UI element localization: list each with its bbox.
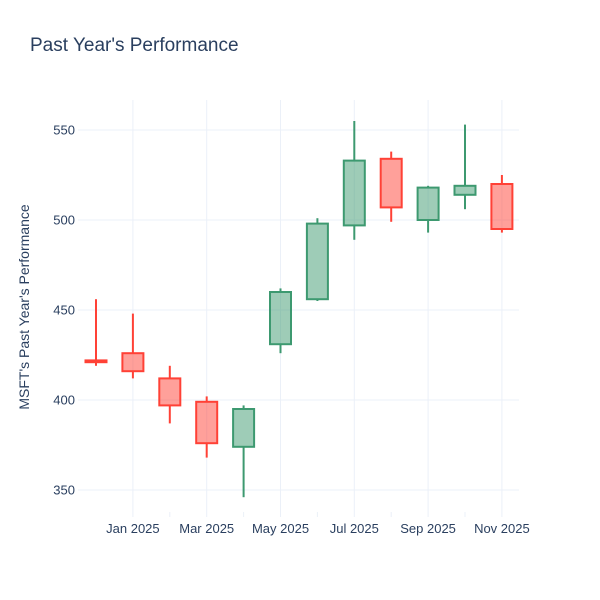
- candle[interactable]: [416, 185, 440, 233]
- plot-area[interactable]: [84, 100, 519, 512]
- candle-body[interactable]: [84, 359, 108, 364]
- candle-body[interactable]: [379, 157, 403, 209]
- y-tick-label: 500: [53, 213, 75, 228]
- candle[interactable]: [121, 313, 145, 379]
- candle-body[interactable]: [490, 183, 514, 230]
- candle-body[interactable]: [232, 408, 256, 448]
- candle[interactable]: [269, 288, 292, 354]
- candle[interactable]: [342, 121, 366, 240]
- candle[interactable]: [158, 365, 182, 424]
- candle[interactable]: [490, 175, 514, 233]
- candle-body[interactable]: [121, 352, 145, 373]
- y-tick-label: 450: [53, 303, 75, 318]
- x-tick-label: Jul 2025: [330, 521, 379, 536]
- candle[interactable]: [195, 396, 219, 458]
- candle-body[interactable]: [269, 291, 292, 346]
- candle[interactable]: [453, 124, 477, 210]
- candle-body[interactable]: [342, 159, 366, 227]
- y-tick-label: 400: [53, 393, 75, 408]
- x-tick-label: Mar 2025: [179, 521, 234, 536]
- x-tick-label: May 2025: [252, 521, 309, 536]
- x-tick-label: Sep 2025: [400, 521, 456, 536]
- x-tick-label: Jan 2025: [106, 521, 160, 536]
- axis-ticks-layer: [78, 129, 503, 517]
- chart-title: Past Year's Performance: [30, 35, 239, 56]
- candle[interactable]: [232, 405, 256, 498]
- candle-body[interactable]: [416, 186, 440, 222]
- candle-body[interactable]: [195, 400, 219, 445]
- candles-layer[interactable]: [84, 121, 514, 498]
- y-tick-label: 550: [53, 123, 75, 138]
- y-tick-label: 350: [53, 483, 75, 498]
- y-axis-title: MSFT's Past Year's Performance: [16, 204, 32, 410]
- candle[interactable]: [379, 151, 403, 222]
- x-tick-label: Nov 2025: [474, 521, 530, 536]
- candle-body[interactable]: [453, 184, 477, 196]
- candle[interactable]: [84, 299, 108, 366]
- gridlines-layer: [84, 100, 519, 512]
- candle-body[interactable]: [305, 222, 329, 301]
- candle[interactable]: [305, 218, 329, 301]
- axis-labels-layer: 350 400 450 500 550 Jan 2025 Mar 2025 May 2025 J…: [53, 123, 529, 537]
- candle-body[interactable]: [158, 377, 182, 407]
